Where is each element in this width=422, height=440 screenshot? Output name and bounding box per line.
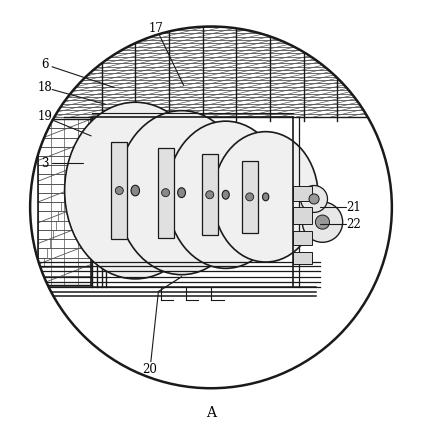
Text: A: A <box>206 407 216 421</box>
Text: 18: 18 <box>38 81 52 94</box>
Bar <box>242 161 258 233</box>
Bar <box>293 207 312 224</box>
Text: 3: 3 <box>41 157 49 170</box>
Text: 17: 17 <box>149 22 164 35</box>
Ellipse shape <box>116 110 247 275</box>
Circle shape <box>315 215 330 229</box>
Text: 22: 22 <box>346 218 361 231</box>
Ellipse shape <box>262 193 269 201</box>
Circle shape <box>115 187 123 194</box>
Bar <box>157 147 173 238</box>
Bar <box>202 154 218 235</box>
Ellipse shape <box>213 132 318 262</box>
Circle shape <box>246 193 254 201</box>
Ellipse shape <box>131 185 140 196</box>
Text: 20: 20 <box>143 363 157 376</box>
Circle shape <box>162 189 170 197</box>
Ellipse shape <box>222 191 229 199</box>
Circle shape <box>30 26 392 388</box>
Bar <box>293 187 312 201</box>
Bar <box>111 142 127 239</box>
Ellipse shape <box>65 102 206 279</box>
Text: 6: 6 <box>41 58 49 71</box>
Circle shape <box>300 186 327 213</box>
Bar <box>293 231 312 245</box>
Ellipse shape <box>178 188 185 198</box>
Circle shape <box>206 191 214 199</box>
Ellipse shape <box>167 121 284 268</box>
Text: 21: 21 <box>346 201 361 214</box>
Text: 19: 19 <box>38 110 52 124</box>
Bar <box>293 252 312 264</box>
Circle shape <box>302 202 343 242</box>
Circle shape <box>309 194 319 204</box>
